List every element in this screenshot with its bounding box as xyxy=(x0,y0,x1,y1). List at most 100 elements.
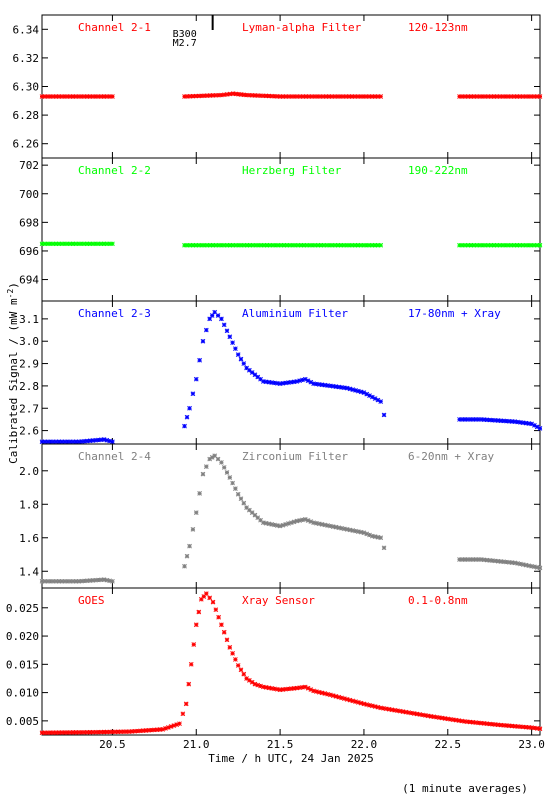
data-point xyxy=(247,677,252,683)
data-point xyxy=(210,599,216,605)
data-point xyxy=(247,367,252,373)
data-point xyxy=(183,701,189,707)
data-point xyxy=(213,607,219,613)
data-point xyxy=(191,642,197,647)
data-point xyxy=(182,423,187,429)
data-point xyxy=(233,346,238,352)
data-point xyxy=(197,357,202,363)
band-label: 17-80nm + Xray xyxy=(408,307,501,320)
data-point xyxy=(241,500,247,506)
data-point xyxy=(209,313,215,318)
data-point xyxy=(203,327,209,333)
channel-label: Channel 2-1 xyxy=(78,21,151,34)
data-point xyxy=(378,94,384,99)
band-label: 190-222nm xyxy=(408,164,468,177)
flare-marker-magnitude-label: M2.7 xyxy=(173,38,197,49)
data-point xyxy=(221,322,227,328)
y-tick-label: 2.0 xyxy=(19,465,39,478)
data-point xyxy=(224,637,230,643)
data-point xyxy=(233,657,238,662)
data-point xyxy=(381,545,387,551)
data-point xyxy=(235,491,241,497)
data-point xyxy=(244,676,249,681)
x-tick-label: 20.5 xyxy=(99,738,126,751)
y-tick-label: 0.015 xyxy=(6,658,39,671)
data-point xyxy=(221,465,227,470)
series-points xyxy=(39,91,543,99)
band-label: 0.1-0.8nm xyxy=(408,594,468,607)
data-point xyxy=(227,334,233,340)
channel-label: Channel 2-4 xyxy=(78,450,151,463)
data-point xyxy=(230,651,235,656)
data-point xyxy=(537,726,543,732)
series-points xyxy=(39,453,543,584)
y-tick-label: 2.9 xyxy=(19,358,39,371)
y-tick-label: 702 xyxy=(19,159,39,172)
panel-5: 0.005 0.010 0.015 0.020 0.025 GOES Xray Sensor… xyxy=(6,587,543,736)
y-tick-label: 0.005 xyxy=(6,715,39,728)
filter-label: Herzberg Filter xyxy=(242,164,342,177)
data-point xyxy=(203,591,209,597)
x-tick-labels: 20.5 21.0 21.5 22.0 22.5 23.0 xyxy=(99,738,545,751)
y-axis-label: Calibrated Signal / (mW m-2) xyxy=(6,282,20,464)
panel-2: 694 696 698 700 702 Channel 2-2 Herzberg Filte… xyxy=(19,157,543,302)
data-point xyxy=(190,391,196,397)
data-point xyxy=(219,316,224,322)
y-tick-label: 6.32 xyxy=(13,52,40,65)
data-point xyxy=(227,645,233,650)
panel-1: 6.26 6.28 6.30 6.32 6.34 Channel 2-1 Lyman-alp… xyxy=(13,14,543,159)
data-point xyxy=(184,414,190,420)
data-point xyxy=(216,614,221,620)
data-point xyxy=(235,352,241,357)
data-point xyxy=(196,609,202,615)
y-tick-label: 1.4 xyxy=(19,565,39,578)
x-tick-label: 23.0 xyxy=(518,738,545,751)
y-tick-label: 6.28 xyxy=(13,109,40,122)
data-point xyxy=(378,242,384,248)
y-tick-label: 700 xyxy=(19,188,39,201)
channel-label: Channel 2-3 xyxy=(78,307,151,320)
data-point xyxy=(193,622,199,628)
data-point xyxy=(101,437,107,442)
data-point xyxy=(224,470,230,475)
data-point xyxy=(227,475,233,480)
series-points xyxy=(39,591,543,736)
data-point xyxy=(200,338,206,344)
data-point xyxy=(212,453,218,459)
data-point xyxy=(193,376,199,382)
data-point xyxy=(347,697,353,703)
band-label: 6-20nm + Xray xyxy=(408,450,494,463)
x-tick-label: 21.0 xyxy=(183,738,210,751)
y-axis-label-main: Calibrated Signal / (mW m xyxy=(7,298,20,464)
data-point xyxy=(238,356,244,362)
data-point xyxy=(219,460,224,465)
y-tick-label: 0.020 xyxy=(6,630,39,643)
filter-label: Zirconium Filter xyxy=(242,450,348,463)
footnote: (1 minute averages) xyxy=(402,782,528,795)
x-tick-label: 22.5 xyxy=(435,738,462,751)
data-point xyxy=(193,510,199,516)
filter-label: Lyman-alpha Filter xyxy=(242,21,362,34)
channel-label: Channel 2-2 xyxy=(78,164,151,177)
filter-label: Aluminium Filter xyxy=(242,307,348,320)
band-label: 120-123nm xyxy=(408,21,468,34)
data-point xyxy=(378,535,384,541)
y-tick-label: 1.6 xyxy=(19,532,39,545)
data-point xyxy=(241,671,247,677)
y-tick-label: 698 xyxy=(19,216,39,229)
data-point xyxy=(369,703,375,709)
chart-panels: 6.26 6.28 6.30 6.32 6.34 Channel 2-1 Lyman-alp… xyxy=(6,14,543,736)
flare-marker-class-label: B300 xyxy=(173,29,197,40)
data-point xyxy=(190,527,196,532)
y-tick-label: 1.8 xyxy=(19,498,39,511)
y-tick-label: 2.7 xyxy=(19,402,39,415)
y-tick-label: 694 xyxy=(19,274,39,287)
data-point xyxy=(235,663,241,668)
data-point xyxy=(203,464,209,469)
data-point xyxy=(241,361,247,366)
data-point xyxy=(110,241,115,247)
data-point xyxy=(215,456,221,462)
data-point xyxy=(537,565,543,571)
data-point xyxy=(230,480,235,486)
